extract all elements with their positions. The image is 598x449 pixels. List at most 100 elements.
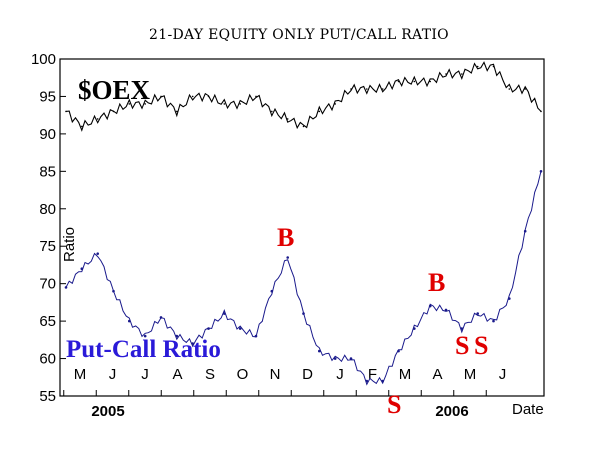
data-point: [492, 319, 495, 323]
data-point: [318, 349, 321, 353]
oex-series-label: $OEX: [78, 75, 151, 105]
data-point: [176, 110, 178, 113]
year-label: 2005: [91, 403, 124, 420]
y-tick-label: 100: [31, 51, 56, 68]
data-point: [508, 88, 511, 90]
x-tick-label: J: [499, 366, 507, 383]
buy-signal-mar: B: [428, 268, 445, 297]
data-point: [334, 103, 337, 105]
x-tick-label: J: [109, 366, 117, 383]
data-point: [270, 289, 274, 293]
x-tick-label: N: [270, 366, 281, 383]
x-tick-label: F: [368, 366, 377, 383]
data-point: [128, 319, 131, 323]
data-point: [128, 103, 131, 105]
data-point: [286, 118, 289, 120]
data-point: [476, 312, 480, 315]
x-tick-label: O: [237, 366, 249, 383]
data-point: [524, 88, 526, 90]
y-tick-label: 65: [39, 313, 56, 330]
y-tick-label: 95: [39, 88, 56, 105]
data-point: [413, 327, 416, 330]
y-tick-label: 75: [39, 238, 56, 255]
data-point: [143, 334, 147, 338]
data-point: [64, 286, 68, 289]
pcr-series-label: Put-Call Ratio: [66, 336, 221, 363]
data-point: [539, 170, 543, 173]
sell-signal-feb: S: [387, 390, 401, 419]
data-point: [365, 379, 369, 383]
year-label: 2006: [435, 403, 468, 420]
data-point: [144, 103, 146, 105]
data-point: [428, 304, 432, 308]
data-point: [429, 80, 432, 83]
y-axis-label: Ratio: [61, 227, 78, 262]
data-point: [461, 73, 463, 75]
data-point: [333, 357, 337, 360]
data-point: [397, 80, 400, 83]
y-tick-label: 70: [39, 276, 56, 293]
data-point: [159, 316, 163, 319]
data-point: [254, 334, 258, 338]
y-tick-label: 55: [39, 388, 56, 405]
data-point: [207, 95, 210, 98]
data-point: [80, 267, 84, 271]
data-point: [191, 95, 194, 98]
y-tick-label: 85: [39, 163, 56, 180]
data-point: [444, 308, 448, 312]
data-point: [540, 110, 542, 113]
data-point: [413, 80, 416, 83]
data-point: [318, 110, 321, 113]
data-point: [508, 297, 511, 300]
y-tick-label: 90: [39, 126, 56, 143]
data-point: [238, 327, 242, 330]
buy-signal-nov: B: [277, 223, 294, 252]
data-point: [445, 73, 447, 75]
chart-title: 21-DAY EQUITY ONLY PUT/CALL RATIO: [149, 27, 449, 43]
data-point: [207, 327, 210, 330]
data-point: [397, 349, 400, 353]
x-tick-label: S: [205, 366, 215, 383]
data-point: [65, 110, 67, 113]
data-point: [96, 252, 99, 255]
data-point: [112, 289, 115, 293]
x-tick-label: D: [302, 366, 313, 383]
data-point: [381, 379, 385, 383]
x-tick-label: M: [399, 366, 412, 383]
x-tick-label: A: [432, 366, 442, 383]
data-point: [223, 312, 226, 315]
sell-signal-may: S: [474, 331, 488, 360]
data-point: [381, 88, 384, 90]
data-point: [160, 95, 162, 98]
x-tick-label: J: [141, 366, 149, 383]
data-point: [255, 95, 257, 98]
sell-signal-apr: S: [455, 331, 469, 360]
data-point: [286, 256, 290, 259]
data-point: [81, 125, 83, 128]
data-point: [302, 312, 305, 315]
data-point: [460, 327, 464, 330]
data-point: [175, 334, 179, 338]
x-tick-label: M: [464, 366, 477, 383]
data-point: [523, 229, 527, 233]
data-point: [112, 110, 115, 113]
data-point: [349, 357, 353, 360]
y-tick-label: 60: [39, 351, 56, 368]
x-tick-label: A: [172, 366, 182, 383]
data-point: [302, 125, 305, 128]
data-point: [350, 88, 352, 90]
data-point: [191, 342, 194, 345]
data-point: [239, 103, 241, 105]
data-point: [96, 118, 99, 120]
data-point: [271, 110, 273, 113]
data-point: [492, 65, 495, 68]
data-point: [366, 88, 368, 90]
series-line: [65, 61, 542, 132]
data-point: [476, 65, 479, 68]
plot-frame: [59, 58, 545, 397]
y-tick-label: 80: [39, 201, 56, 218]
data-point: [223, 103, 226, 105]
x-tick-label: J: [336, 366, 344, 383]
x-axis-label: Date: [512, 401, 544, 418]
